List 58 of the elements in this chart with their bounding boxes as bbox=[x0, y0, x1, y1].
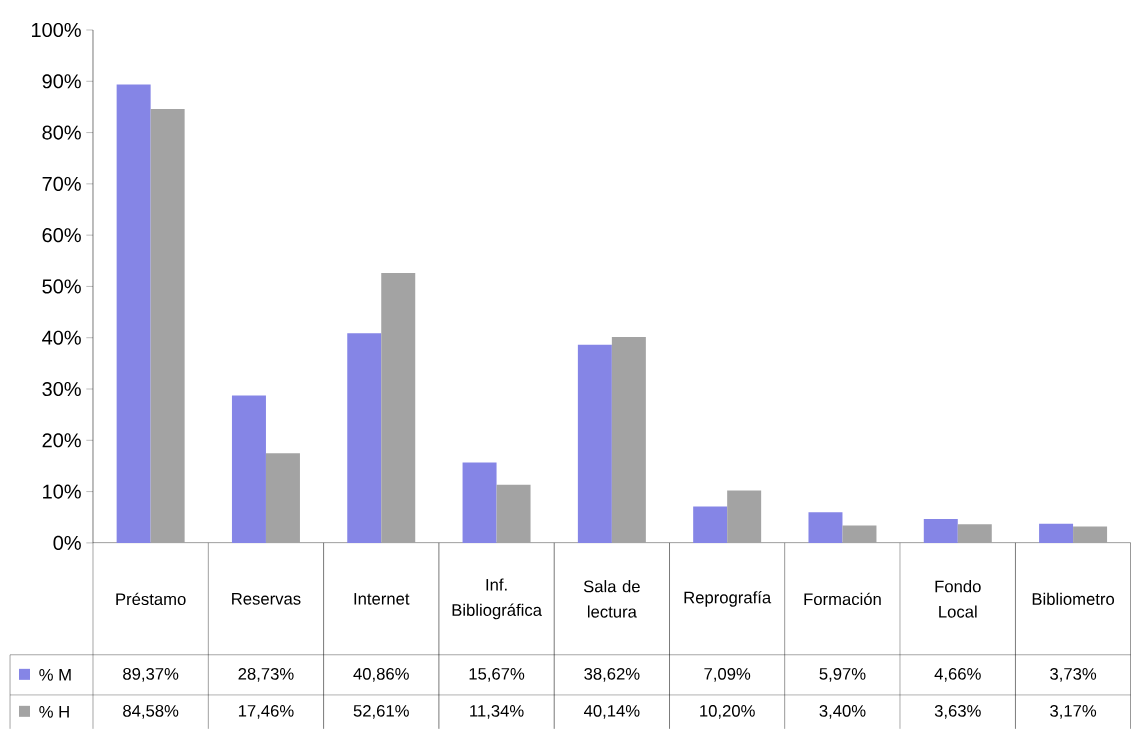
y-tick-label: 20% bbox=[42, 433, 81, 448]
bar bbox=[957, 524, 992, 543]
data-label: 7,09% bbox=[704, 667, 751, 682]
x-tick-label: Reservas bbox=[232, 593, 301, 605]
bar bbox=[611, 336, 646, 543]
legend-label: % M bbox=[39, 668, 71, 681]
data-label: 52,61% bbox=[353, 704, 409, 719]
y-tick-label: 40% bbox=[42, 330, 81, 345]
bar bbox=[496, 484, 531, 543]
data-label: 17,46% bbox=[238, 704, 294, 719]
data-label: 3,63% bbox=[934, 704, 981, 719]
bar bbox=[693, 506, 728, 543]
y-tick-label: 0% bbox=[53, 535, 81, 550]
x-tick-label: Fondo Local bbox=[935, 580, 981, 618]
y-tick-label: 30% bbox=[42, 381, 81, 397]
bar bbox=[923, 518, 958, 543]
bar bbox=[577, 344, 612, 543]
x-tick-label: Reprografía bbox=[684, 590, 772, 607]
y-tick-label: 50% bbox=[42, 279, 81, 294]
y-tick-label: 100% bbox=[32, 22, 81, 38]
x-tick-label: Bibliometro bbox=[1032, 592, 1115, 605]
bar bbox=[808, 512, 843, 543]
data-label: 11,34% bbox=[470, 704, 524, 719]
y-tick-label: 90% bbox=[42, 74, 81, 89]
legend-label: % H bbox=[39, 705, 69, 718]
data-label: 89,37% bbox=[123, 667, 179, 682]
data-label: 40,86% bbox=[353, 667, 409, 682]
x-tick-label: Inf. Bibliográfica bbox=[452, 578, 542, 620]
bar bbox=[116, 84, 151, 543]
data-label: 3,73% bbox=[1050, 667, 1097, 682]
bar bbox=[347, 333, 382, 543]
y-tick-label: 10% bbox=[43, 484, 81, 499]
data-label: 15,67% bbox=[469, 667, 525, 682]
data-label: 3,17% bbox=[1050, 704, 1097, 719]
y-tick-label: 60% bbox=[42, 228, 81, 243]
data-label: 40,14% bbox=[583, 704, 640, 719]
bar bbox=[462, 462, 497, 543]
bar bbox=[842, 525, 877, 543]
data-label: 28,73% bbox=[238, 667, 294, 682]
bar bbox=[265, 453, 300, 543]
y-tick-label: 70% bbox=[42, 176, 81, 191]
data-label: 4,66% bbox=[934, 667, 981, 682]
bar bbox=[150, 109, 185, 543]
data-label: 3,40% bbox=[819, 704, 866, 719]
bar bbox=[1039, 523, 1074, 543]
x-tick-label: Formación bbox=[804, 592, 881, 606]
bar bbox=[381, 273, 416, 543]
x-tick-label: Préstamo bbox=[116, 592, 186, 606]
bar bbox=[1073, 526, 1108, 543]
bar bbox=[727, 490, 762, 543]
data-label: 38,62% bbox=[584, 667, 640, 682]
bar bbox=[231, 395, 266, 543]
x-tick-label: Internet bbox=[354, 593, 410, 605]
x-tick-label: Sala de lectura bbox=[583, 580, 640, 618]
data-label: 84,58% bbox=[123, 704, 179, 719]
data-label: 5,97% bbox=[819, 667, 866, 682]
y-tick-label: 80% bbox=[42, 125, 81, 140]
data-label: 10,20% bbox=[700, 704, 755, 719]
